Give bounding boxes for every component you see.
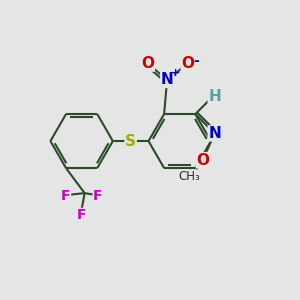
Text: CH₃: CH₃ <box>178 170 200 183</box>
Text: +: + <box>171 68 180 78</box>
Text: O: O <box>182 56 194 71</box>
Text: N: N <box>208 126 221 141</box>
Text: -: - <box>193 54 199 68</box>
Text: N: N <box>161 72 173 87</box>
Text: F: F <box>61 189 70 203</box>
Text: F: F <box>93 189 103 203</box>
Text: O: O <box>196 153 209 168</box>
Text: S: S <box>125 134 136 148</box>
Text: H: H <box>208 89 221 104</box>
Text: F: F <box>77 208 86 222</box>
Text: O: O <box>141 56 154 71</box>
